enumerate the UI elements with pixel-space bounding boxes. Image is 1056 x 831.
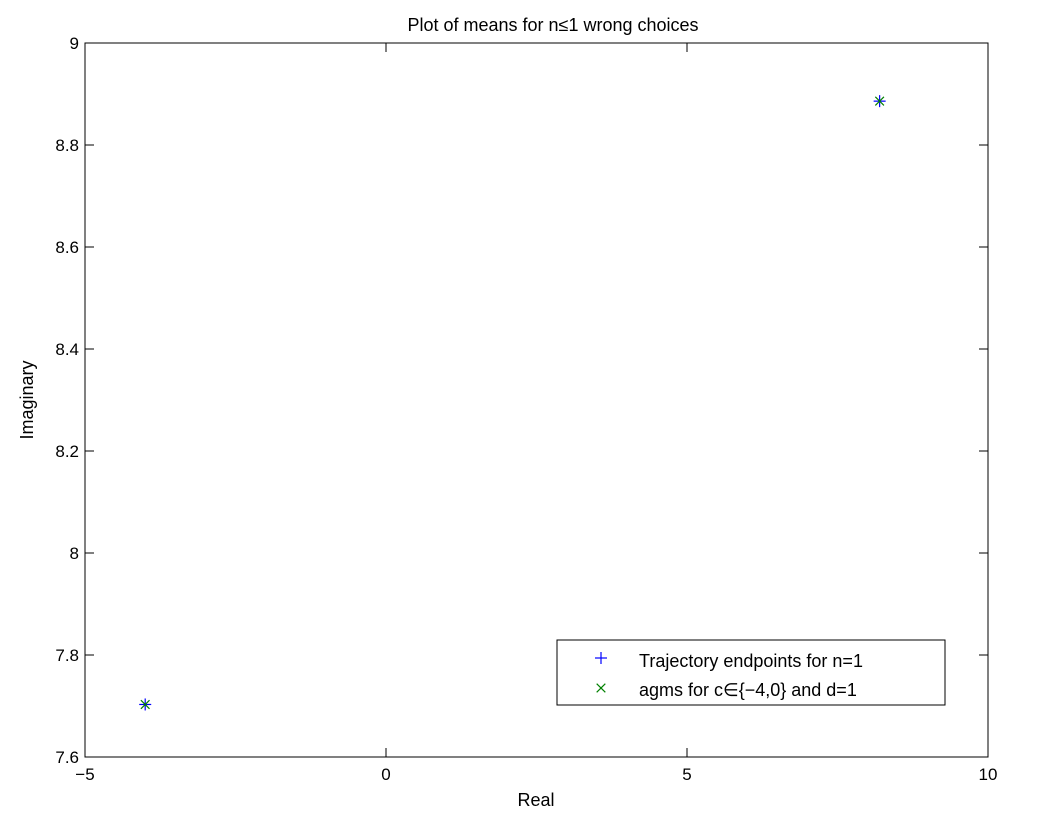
legend-label-agms: agms for c∈{−4,0} and d=1 xyxy=(639,680,857,700)
x-tick-label: 10 xyxy=(979,765,998,784)
x-axis-label: Real xyxy=(517,790,554,810)
legend-plus-marker xyxy=(595,652,607,664)
legend-label-trajectory-endpoints: Trajectory endpoints for n=1 xyxy=(639,651,863,671)
chart-legend: Trajectory endpoints for n=1 agms for c∈… xyxy=(556,639,946,706)
legend-marker-agms xyxy=(596,683,606,693)
x-tick-label: 0 xyxy=(381,765,390,784)
y-tick-label: 8 xyxy=(70,544,79,563)
y-tick-label: 8.8 xyxy=(55,136,79,155)
y-axis-label: Imaginary xyxy=(17,360,37,439)
y-tick-label: 7.8 xyxy=(55,646,79,665)
axis-ticks xyxy=(84,42,989,758)
plot-area xyxy=(84,42,989,758)
data-points xyxy=(139,95,886,711)
y-tick-label: 8.6 xyxy=(55,238,79,257)
x-tick-label: 5 xyxy=(682,765,691,784)
legend-marker-trajectory-endpoints xyxy=(595,652,607,664)
y-tick-label: 9 xyxy=(70,34,79,53)
legend-box xyxy=(556,639,946,706)
agm-point xyxy=(874,96,885,106)
y-tick-label: 8.2 xyxy=(55,442,79,461)
chart-title: Plot of means for n≤1 wrong choices xyxy=(407,15,698,35)
y-tick-label: 8.4 xyxy=(55,340,79,359)
x-tick-label: −5 xyxy=(75,765,94,784)
axis-tick-labels: −5 0 5 10 7.6 7.8 8 8.2 8.4 8.6 8.8 9 xyxy=(55,34,997,784)
y-tick-label: 7.6 xyxy=(55,748,79,767)
agm-point xyxy=(140,699,150,710)
legend-x-marker xyxy=(596,683,606,693)
